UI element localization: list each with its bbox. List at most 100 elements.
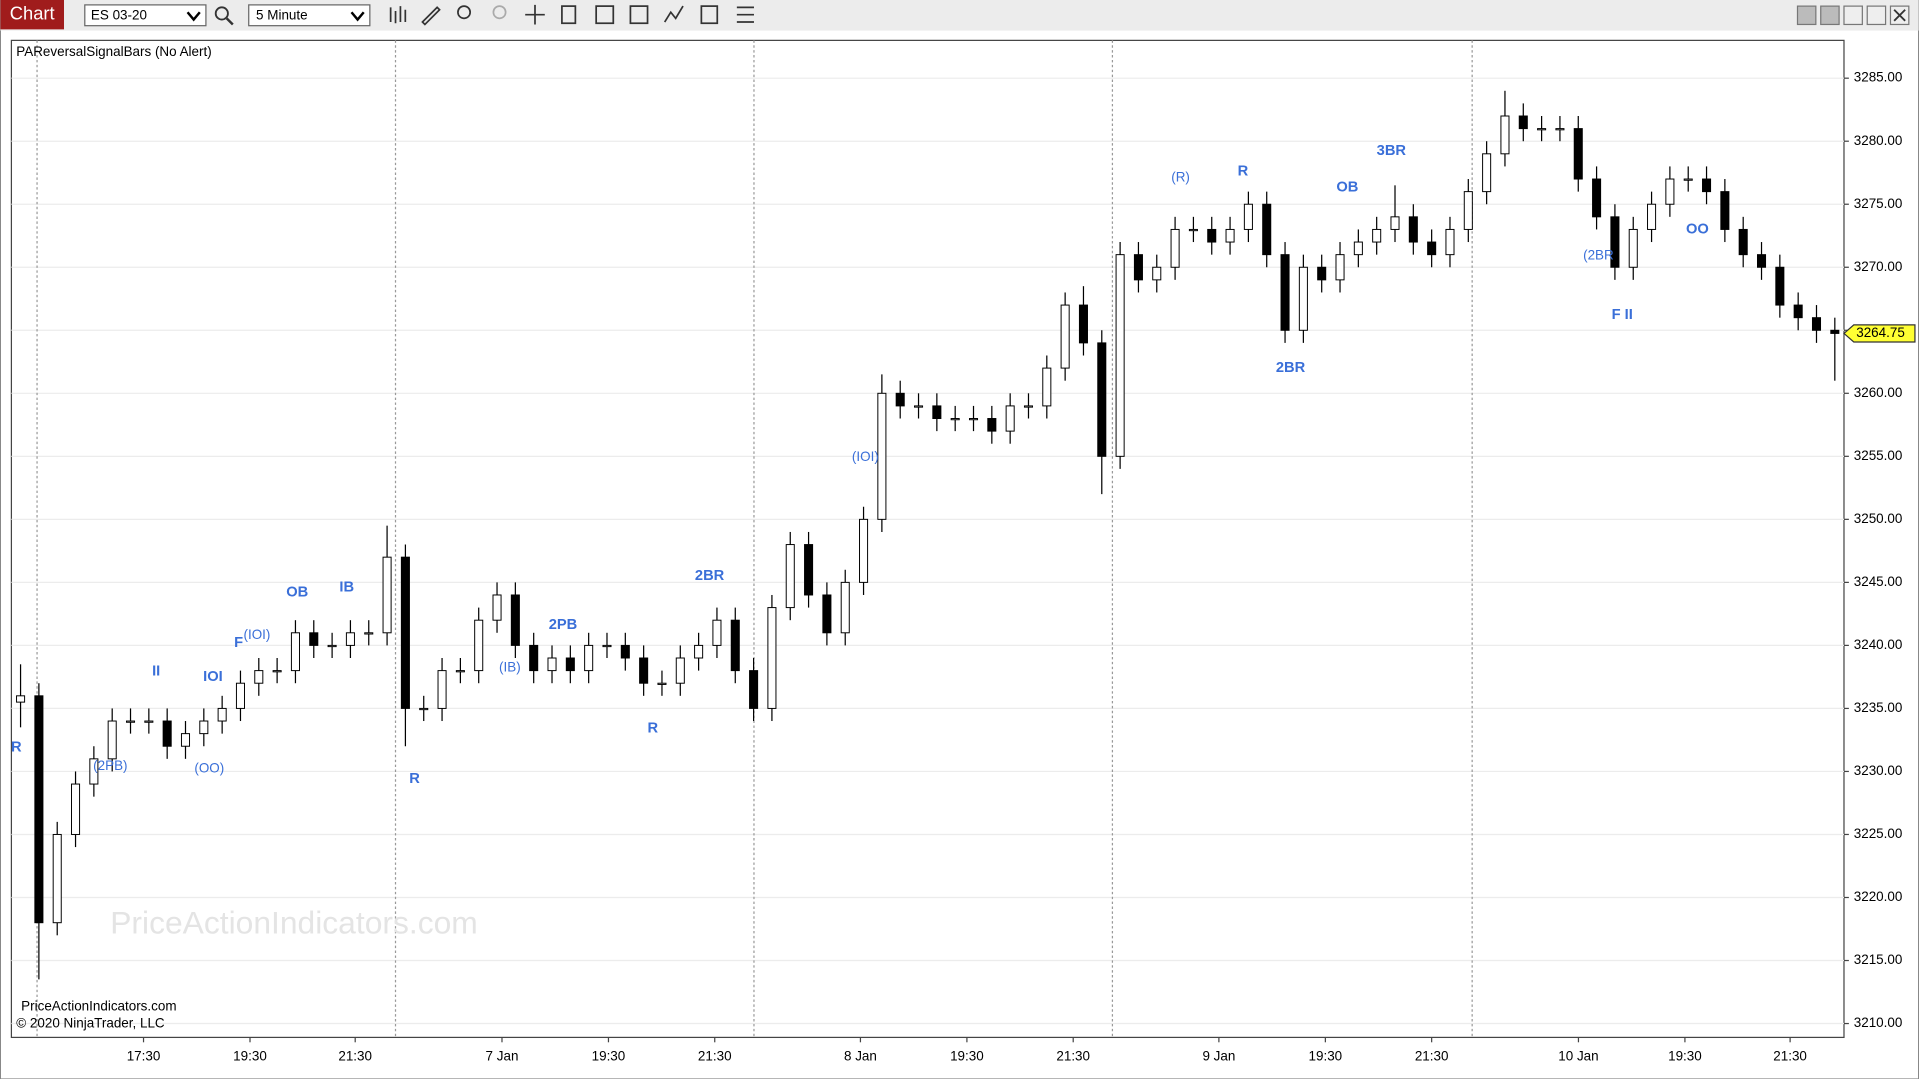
candle-body [1390,216,1400,230]
x-tick-label: 10 Jan [1558,1049,1598,1064]
last-price-label: 3264.75 [1856,325,1905,340]
signal-label: (IOI) [244,627,271,642]
candle-body [254,670,264,684]
y-tick-label: 3275.00 [1854,196,1903,211]
candle-body [730,619,740,672]
signal-label: 2BR [1276,360,1306,376]
candle-body [272,670,282,673]
y-tick-label: 3210.00 [1854,1015,1903,1030]
candle-body [840,581,850,634]
candle-body [914,405,924,408]
candle-body [89,758,99,785]
template-icon[interactable] [595,5,615,25]
candle-body [364,632,374,635]
signal-label: F II [1612,307,1633,323]
window-button[interactable] [1820,5,1840,26]
close-icon [1893,9,1906,22]
candle-body [1702,178,1712,193]
candle-body [822,594,832,634]
candle-body [1280,254,1290,331]
candle-body [1078,304,1088,344]
x-tick-label: 21:30 [1056,1049,1090,1064]
candle-body [1152,266,1162,281]
crosshair-icon[interactable] [525,4,545,25]
signal-label: R [11,739,22,755]
x-tick-label: 8 Jan [844,1049,877,1064]
candle-body [437,670,447,709]
candle-body [1207,228,1217,243]
zoom-out-icon[interactable] [492,5,507,20]
instrument-select[interactable] [84,4,207,27]
restore-button[interactable] [1866,5,1887,26]
signal-label: (IOI) [852,449,879,464]
candle-body [474,619,484,672]
candle-body [547,657,557,672]
bars-icon[interactable] [389,6,407,24]
chart-tab[interactable] [0,0,65,30]
candle-body [1665,178,1675,205]
x-tick-label: 19:30 [592,1049,626,1064]
candle-body [1060,304,1070,369]
candles [16,90,1840,980]
y-tick-label: 3220.00 [1854,889,1903,904]
last-price-marker [1843,324,1916,343]
signal-label: R [1238,163,1249,179]
candle-body [1445,228,1455,256]
draw-icon[interactable] [421,6,441,26]
candle-body [419,707,429,711]
candle-body [1170,228,1180,268]
signal-label: II [152,664,160,680]
candle-body [1756,254,1767,268]
candle-body [327,644,337,648]
y-tick-label: 3245.00 [1854,574,1903,589]
candle-body [180,733,191,747]
candle-body [1298,266,1308,331]
interval-select[interactable] [248,4,371,27]
minimize-button[interactable] [1843,5,1863,26]
candle-body [895,392,905,407]
indicator-title: PAReversalSignalBars (No Alert) [16,44,211,59]
candle-body [1335,254,1345,281]
watermark: PriceActionIndicators.com [110,904,478,940]
chart-tab-label: Chart [10,3,55,24]
candle-body [675,657,685,684]
dropdown-arrow [350,11,365,22]
candle-body [107,720,117,760]
candle-body [1518,115,1528,130]
candle-body [1683,178,1693,181]
indicators-icon[interactable] [629,5,649,25]
search-icon-handle [225,17,234,26]
window-button[interactable] [1796,5,1817,26]
candle-body [1628,228,1638,268]
y-tick-label: 3255.00 [1854,448,1903,463]
search-icon[interactable] [214,6,229,21]
candle-body [1500,115,1510,155]
signal-label: (2PB) [93,758,127,773]
candle-body [1353,241,1363,256]
analyzer-icon[interactable] [700,5,719,25]
candle-body [694,644,704,659]
zoom-in-icon[interactable] [457,5,472,20]
candle-body [932,405,942,420]
candle-body [1775,266,1785,306]
candle-body [1463,191,1473,230]
signal-label: IB [339,579,354,595]
candle-body [290,632,300,672]
candle-body [1811,317,1822,331]
candle-body [217,707,227,722]
interval-label: 5 Minute [256,7,308,22]
strategy-icon[interactable] [663,5,684,23]
properties-icon[interactable] [561,5,577,25]
x-tick-label: 17:30 [127,1049,161,1064]
candle-body [1372,228,1382,243]
x-tick-label: 21:30 [338,1049,372,1064]
signal-label: F [234,635,243,651]
menu-icon[interactable] [736,6,754,23]
candle-body [1573,128,1583,180]
candle-body [639,657,649,684]
candle-body [877,392,887,520]
labels: 3210.00 3215.00 3220.00 3225.00 3230.00 3235.… [11,70,1916,1064]
candle-body [712,619,722,646]
candle-body [1225,228,1235,243]
credit: PriceActionIndicators.com [21,998,176,1013]
